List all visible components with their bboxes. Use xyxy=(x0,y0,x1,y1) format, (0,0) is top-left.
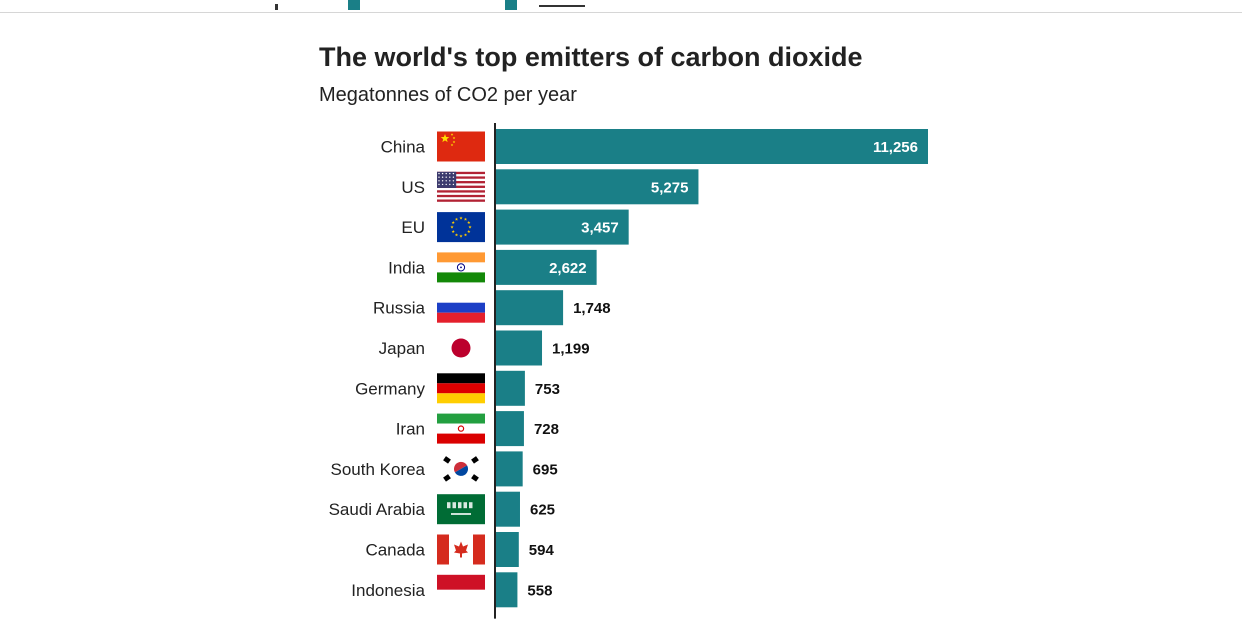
saudi-arabia-flag-icon xyxy=(437,494,485,525)
category-label: South Korea xyxy=(330,460,425,479)
category-label: Saudi Arabia xyxy=(329,500,426,519)
iran-flag-icon xyxy=(437,413,485,444)
bar xyxy=(496,532,519,567)
bar xyxy=(496,370,525,406)
data-label: 3,457 xyxy=(581,220,619,237)
eu-flag-icon xyxy=(437,212,485,243)
bar xyxy=(496,249,597,285)
category-label: Germany xyxy=(355,379,425,398)
category-label: Indonesia xyxy=(351,581,425,600)
category-label: Japan xyxy=(379,339,425,358)
data-label: 558 xyxy=(527,582,552,599)
category-label: Russia xyxy=(373,299,426,318)
indonesia-flag-icon xyxy=(437,574,485,605)
bar xyxy=(496,411,524,447)
india-flag-icon xyxy=(437,252,485,283)
bar xyxy=(496,451,523,487)
category-label: Canada xyxy=(365,541,425,560)
canada-flag-icon xyxy=(437,534,485,565)
data-label: 753 xyxy=(535,381,560,398)
chart-subtitle: Megatonnes of CO2 per year xyxy=(319,84,577,106)
bar xyxy=(496,290,564,326)
category-label: China xyxy=(381,138,426,157)
top-strip-mark xyxy=(348,0,360,10)
data-label: 11,256 xyxy=(873,139,918,156)
bar xyxy=(496,572,518,608)
category-label: US xyxy=(401,178,425,197)
data-label: 594 xyxy=(529,542,555,559)
japan-flag-icon xyxy=(437,333,485,363)
data-label: 5,275 xyxy=(651,179,689,196)
data-label: 2,622 xyxy=(549,260,587,277)
bar xyxy=(496,169,699,205)
south-korea-flag-icon xyxy=(437,453,485,484)
china-flag-icon xyxy=(437,131,485,162)
bar xyxy=(496,209,629,245)
data-label: 1,748 xyxy=(573,300,611,317)
russia-flag-icon xyxy=(437,292,485,323)
bar xyxy=(496,330,543,366)
us-flag-icon xyxy=(437,171,485,202)
category-label: EU xyxy=(401,218,425,237)
germany-flag-icon xyxy=(437,373,485,404)
data-label: 625 xyxy=(530,502,555,519)
top-strip-mark xyxy=(505,0,517,10)
top-strip-mark xyxy=(539,5,585,7)
bar xyxy=(496,129,928,164)
chart-title: The world's top emitters of carbon dioxi… xyxy=(319,42,863,72)
top-strip-mark xyxy=(275,4,278,10)
bar xyxy=(496,491,520,527)
data-label: 1,199 xyxy=(552,341,590,358)
top-strip xyxy=(0,0,1242,13)
category-label: India xyxy=(388,258,425,277)
data-label: 695 xyxy=(533,461,558,478)
category-label: Iran xyxy=(396,420,425,439)
data-label: 728 xyxy=(534,421,559,438)
